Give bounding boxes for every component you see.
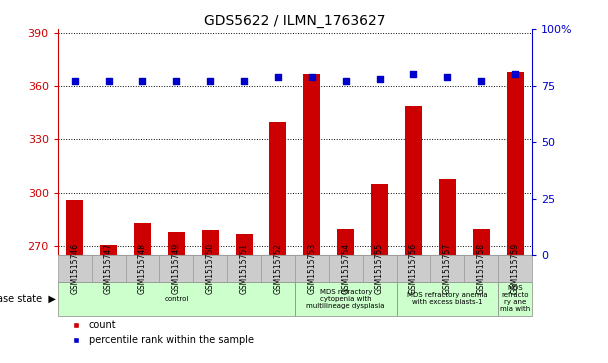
- Bar: [66, 200, 83, 255]
- Point: [70, 78, 80, 84]
- Bar: [100, 245, 117, 255]
- Title: GDS5622 / ILMN_1763627: GDS5622 / ILMN_1763627: [204, 14, 385, 28]
- Bar: [168, 232, 185, 255]
- Bar: [58, 282, 295, 315]
- Point: [510, 72, 520, 77]
- Text: GSM1515747: GSM1515747: [104, 243, 113, 294]
- Bar: [396, 282, 498, 315]
- Point: [341, 78, 351, 84]
- Point: [206, 78, 215, 84]
- Bar: [303, 74, 320, 255]
- Text: GSM1515746: GSM1515746: [70, 243, 79, 294]
- Bar: [405, 106, 422, 255]
- Bar: [465, 255, 498, 282]
- Text: MDS
refracto
ry ane
mia with: MDS refracto ry ane mia with: [500, 285, 530, 313]
- Bar: [362, 255, 396, 282]
- Text: control: control: [164, 296, 188, 302]
- Bar: [295, 255, 329, 282]
- Bar: [498, 255, 532, 282]
- Bar: [269, 122, 286, 255]
- Bar: [430, 255, 465, 282]
- Text: GSM1515759: GSM1515759: [511, 243, 520, 294]
- Bar: [134, 223, 151, 255]
- Bar: [396, 255, 430, 282]
- Bar: [371, 184, 388, 255]
- Bar: [506, 72, 523, 255]
- Text: GSM1515756: GSM1515756: [409, 243, 418, 294]
- Bar: [58, 255, 92, 282]
- Bar: [498, 282, 532, 315]
- Text: GSM1515750: GSM1515750: [206, 243, 215, 294]
- Text: MDS refractory anemia
with excess blasts-1: MDS refractory anemia with excess blasts…: [407, 293, 488, 305]
- Text: GSM1515754: GSM1515754: [341, 243, 350, 294]
- Point: [307, 74, 317, 79]
- Point: [409, 72, 418, 77]
- Text: GSM1515753: GSM1515753: [307, 243, 316, 294]
- Bar: [261, 255, 295, 282]
- Text: GSM1515755: GSM1515755: [375, 243, 384, 294]
- Point: [443, 74, 452, 79]
- Bar: [159, 255, 193, 282]
- Point: [104, 78, 114, 84]
- Bar: [227, 255, 261, 282]
- Point: [239, 78, 249, 84]
- Text: GSM1515757: GSM1515757: [443, 243, 452, 294]
- Bar: [202, 230, 219, 255]
- Point: [137, 78, 147, 84]
- Bar: [472, 228, 489, 255]
- Text: GSM1515758: GSM1515758: [477, 243, 486, 294]
- Bar: [337, 228, 354, 255]
- Bar: [92, 255, 125, 282]
- Text: disease state  ▶: disease state ▶: [0, 294, 56, 304]
- Bar: [329, 255, 362, 282]
- Text: GSM1515752: GSM1515752: [274, 243, 283, 294]
- Bar: [235, 234, 252, 255]
- Text: GSM1515749: GSM1515749: [172, 243, 181, 294]
- Bar: [125, 255, 159, 282]
- Legend: count, percentile rank within the sample: count, percentile rank within the sample: [63, 317, 258, 349]
- Text: GSM1515751: GSM1515751: [240, 243, 249, 294]
- Bar: [295, 282, 396, 315]
- Point: [171, 78, 181, 84]
- Point: [273, 74, 283, 79]
- Text: MDS refractory
cytopenia with
multilineage dysplasia: MDS refractory cytopenia with multilinea…: [306, 289, 385, 309]
- Text: GSM1515748: GSM1515748: [138, 243, 147, 294]
- Bar: [193, 255, 227, 282]
- Point: [476, 78, 486, 84]
- Point: [375, 76, 384, 82]
- Bar: [439, 179, 456, 255]
